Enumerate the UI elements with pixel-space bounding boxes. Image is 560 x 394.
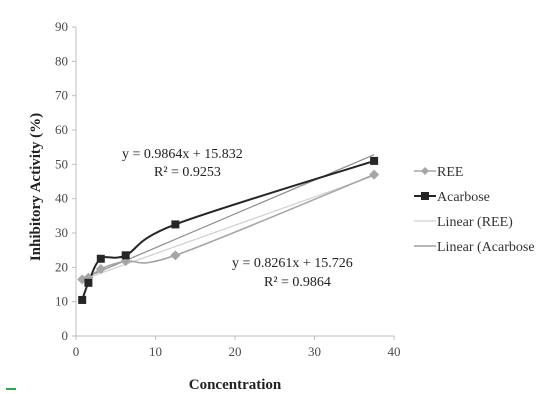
y-tick-label: 20 xyxy=(55,259,68,274)
y-axis-title: Inhibitory Activity (%) xyxy=(28,113,44,261)
chart-labels: Inhibitory Activity (%) Concentration y … xyxy=(28,113,353,393)
trendline-ree xyxy=(81,175,375,281)
y-tick-label: 60 xyxy=(55,122,68,137)
y-tick-label: 0 xyxy=(62,328,69,343)
legend-label: Linear (REE) xyxy=(437,215,513,230)
decorative-mark xyxy=(6,388,16,390)
y-tick-label: 80 xyxy=(55,53,68,68)
x-axis-title: Concentration xyxy=(189,377,282,393)
ree-trend-equation: y = 0.8261x + 15.726 xyxy=(232,256,353,271)
legend: REE Acarbose Linear (REE) Linear (Acarbose xyxy=(414,165,535,255)
data-point-acarbose xyxy=(370,156,379,165)
axes: 0 10 20 30 40 50 60 70 80 90 0 10 20 30 40 xyxy=(55,19,401,359)
y-tick-label: 40 xyxy=(55,191,68,206)
data-point-acarbose xyxy=(171,220,180,229)
y-tick-label: 10 xyxy=(55,294,68,309)
x-tick-label: 30 xyxy=(308,344,321,359)
legend-label: Linear (Acarbose xyxy=(437,240,535,255)
x-tick-label: 10 xyxy=(149,344,162,359)
data-point-acarbose xyxy=(96,254,105,263)
y-tick-label: 90 xyxy=(55,19,68,34)
x-tick-label: 20 xyxy=(229,344,242,359)
y-tick-label: 30 xyxy=(55,225,68,240)
data-point-ree xyxy=(170,250,181,261)
data-point-acarbose xyxy=(78,295,87,304)
x-tick-label: 40 xyxy=(388,344,401,359)
x-tick-label: 0 xyxy=(73,344,80,359)
legend-label: Acarbose xyxy=(437,190,490,205)
y-tick-label: 70 xyxy=(55,88,68,103)
series-markers xyxy=(77,156,380,304)
ree-trend-r2: R² = 0.9864 xyxy=(264,275,331,290)
acarbose-trend-r2: R² = 0.9253 xyxy=(154,165,221,180)
data-point-ree xyxy=(369,169,380,180)
y-tick-label: 50 xyxy=(55,156,68,171)
data-point-ree xyxy=(95,264,106,275)
legend-label: REE xyxy=(437,165,463,180)
acarbose-trend-equation: y = 0.9864x + 15.832 xyxy=(122,147,243,162)
data-point-acarbose xyxy=(121,251,130,260)
data-point-acarbose xyxy=(84,278,93,287)
legend-marker-diamond xyxy=(421,167,429,175)
legend-marker-square xyxy=(421,192,429,200)
